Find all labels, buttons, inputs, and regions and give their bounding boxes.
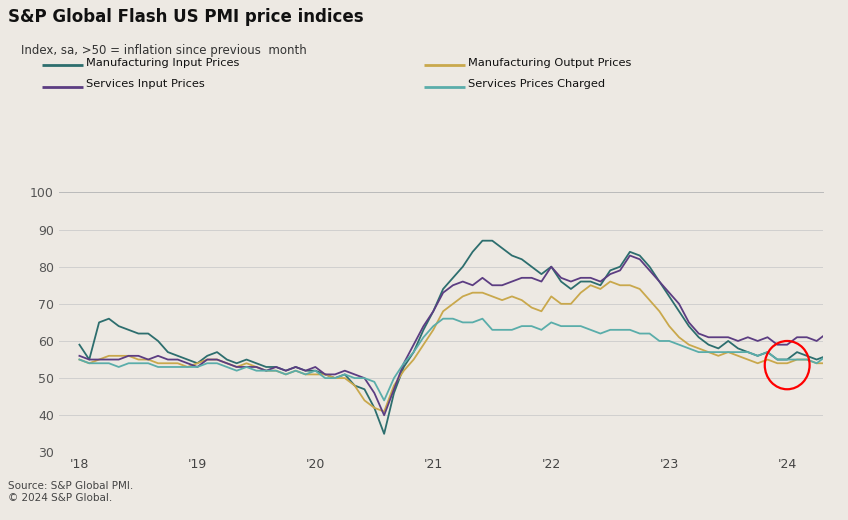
- Text: Source: S&P Global PMI.
© 2024 S&P Global.: Source: S&P Global PMI. © 2024 S&P Globa…: [8, 481, 134, 503]
- Text: Services Prices Charged: Services Prices Charged: [468, 80, 605, 89]
- Text: Services Input Prices: Services Input Prices: [86, 80, 205, 89]
- Text: Manufacturing Output Prices: Manufacturing Output Prices: [468, 58, 632, 68]
- Text: Manufacturing Input Prices: Manufacturing Input Prices: [86, 58, 240, 68]
- Text: Index, sa, >50 = inflation since previous  month: Index, sa, >50 = inflation since previou…: [21, 44, 307, 57]
- Text: S&P Global Flash US PMI price indices: S&P Global Flash US PMI price indices: [8, 8, 364, 26]
